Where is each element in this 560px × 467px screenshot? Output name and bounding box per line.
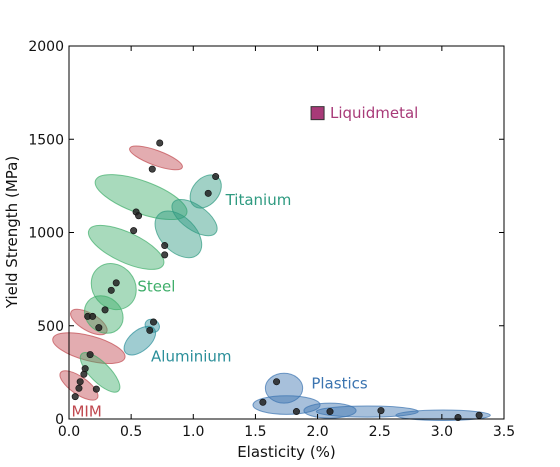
y-axis: 0 500 1000 1500 2000 — [28, 39, 504, 428]
x-tick-label: 2.0 — [306, 424, 328, 440]
steel-data-point — [95, 324, 103, 332]
plastics-data-point — [475, 411, 483, 419]
mim-data-point — [156, 139, 164, 147]
y-tick-label: 1000 — [28, 226, 64, 242]
steel-data-point — [107, 286, 115, 294]
liquidmetal-data-point — [310, 106, 325, 121]
titanium-data-point — [161, 251, 169, 259]
mim-data-point — [86, 351, 94, 359]
titanium-data-point — [204, 189, 212, 197]
x-tick-label: 1.5 — [244, 424, 266, 440]
steel-cluster-blob — [84, 295, 124, 334]
mim-cluster-blob — [129, 145, 183, 171]
plastics-cluster-blob — [395, 409, 491, 421]
titanium-data-point — [212, 173, 220, 181]
mim-data-point — [75, 384, 83, 392]
y-tick-label: 2000 — [28, 39, 64, 55]
mim-data-point — [81, 365, 89, 373]
mim-data-point — [71, 393, 79, 401]
y-axis-label: Yield Strength (MPa) — [3, 156, 21, 309]
steel-data-point — [148, 165, 156, 173]
mim-data-point — [89, 312, 97, 320]
plastics-cluster-blob — [252, 395, 321, 415]
x-tick-label: 3.0 — [431, 424, 453, 440]
x-axis: 0.0 0.5 1.0 1.5 2.0 2.5 3.0 3.5 — [58, 46, 515, 440]
liquidmetal-annotation: Liquidmetal — [330, 104, 418, 122]
steel-data-point — [112, 279, 120, 287]
aluminium-annotation: Aluminium — [151, 348, 232, 366]
mim-data-point — [80, 370, 88, 378]
y-tick-label: 0 — [55, 412, 64, 428]
steel-data-point — [130, 227, 138, 235]
plastics-data-point — [377, 407, 385, 415]
x-tick-label: 0.0 — [58, 424, 80, 440]
plastics-data-point — [292, 408, 300, 416]
aluminium-data-point — [150, 318, 158, 326]
titanium-annotation: Titanium — [225, 191, 292, 209]
plastics-cluster-blob — [315, 405, 419, 418]
plastics-data-point — [273, 378, 281, 386]
aluminium-data-point — [146, 326, 154, 334]
cluster-blobs — [52, 145, 491, 421]
y-tick-label: 500 — [37, 319, 64, 335]
steel-cluster-blob — [79, 352, 121, 393]
plastics-data-point — [454, 414, 462, 422]
steel-cluster-blob — [90, 263, 137, 311]
mim-data-point — [76, 378, 84, 386]
titanium-cluster-blob — [171, 198, 218, 237]
x-tick-label: 2.5 — [369, 424, 391, 440]
x-tick-label: 3.5 — [493, 424, 515, 440]
steel-data-point — [92, 385, 100, 393]
titanium-data-point — [161, 242, 169, 250]
mim-annotation: MIM — [71, 403, 101, 421]
steel-annotation: Steel — [137, 278, 175, 296]
steel-data-point — [101, 306, 109, 314]
x-tick-label: 0.5 — [120, 424, 142, 440]
x-tick-label: 1.0 — [182, 424, 204, 440]
mim-cluster-blob — [52, 332, 126, 365]
series-annotations: MIM Steel Titanium Aluminium Plastics Liquidm… — [71, 104, 418, 420]
x-axis-label: Elasticity (%) — [237, 443, 336, 461]
steel-data-point — [135, 212, 143, 220]
plastics-data-point — [326, 408, 334, 416]
plastics-annotation: Plastics — [311, 375, 368, 393]
plastics-data-point — [259, 398, 267, 406]
aluminium-cluster-blob — [123, 325, 157, 356]
y-tick-label: 1500 — [28, 132, 64, 148]
